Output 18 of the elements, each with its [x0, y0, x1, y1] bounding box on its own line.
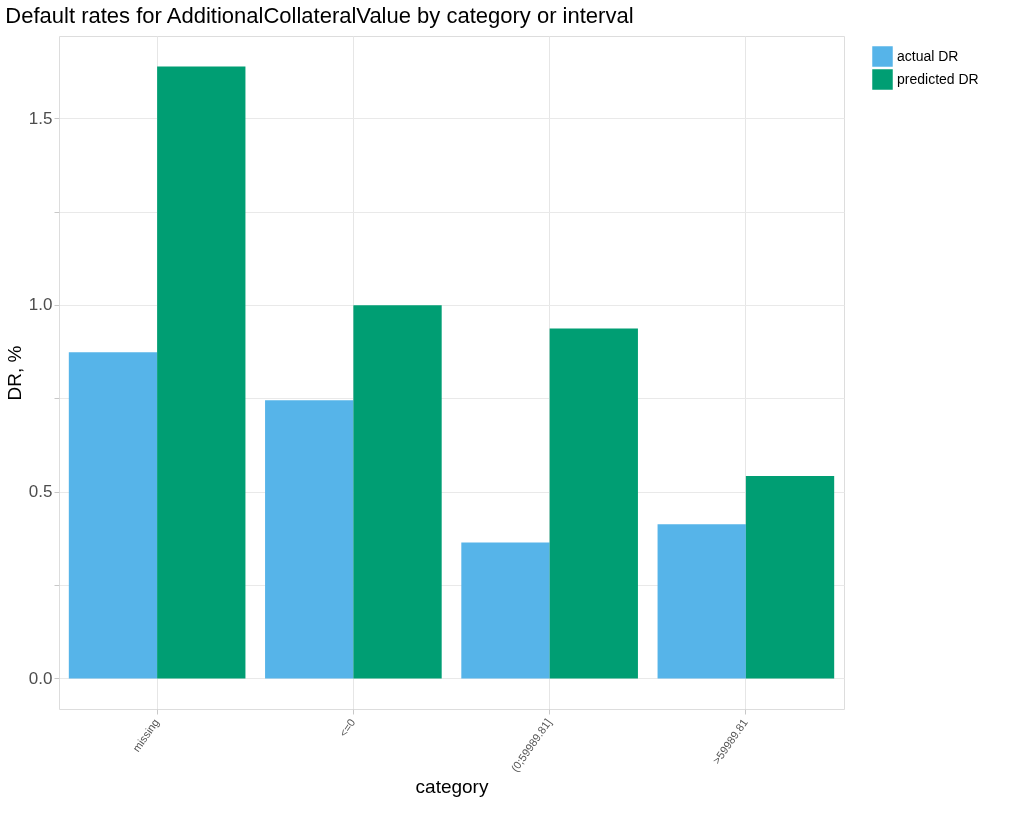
legend-label: predicted DR [897, 70, 979, 87]
bar [461, 542, 550, 679]
bar [549, 328, 638, 679]
bar [68, 352, 158, 679]
chart-title: Default rates for AdditionalCollateralValue by category or interval [5, 3, 634, 28]
y-tick-label: 0.0 [28, 668, 53, 688]
bar [745, 475, 835, 679]
legend-label: actual DR [897, 47, 959, 64]
bar [657, 524, 746, 679]
y-axis-title: DR, % [3, 345, 25, 401]
y-tick-label: 0.5 [28, 482, 53, 502]
bar [157, 66, 246, 679]
y-tick-label: 1.5 [28, 108, 53, 128]
bar [265, 400, 354, 679]
y-tick-label: 1.0 [28, 295, 53, 315]
x-tick-label: <=0 [336, 716, 358, 739]
x-axis-title: category [415, 775, 489, 797]
bar [353, 305, 442, 679]
